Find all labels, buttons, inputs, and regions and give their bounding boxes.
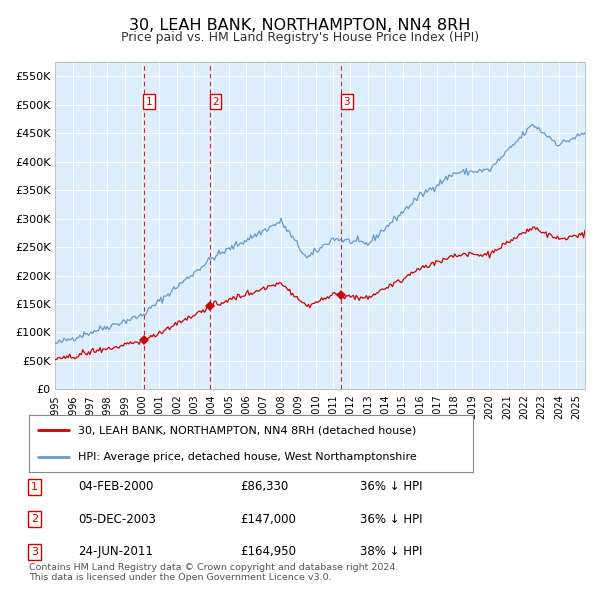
Text: 38% ↓ HPI: 38% ↓ HPI	[360, 545, 422, 558]
Text: 1: 1	[146, 97, 152, 107]
Text: 24-JUN-2011: 24-JUN-2011	[78, 545, 153, 558]
Text: 1: 1	[31, 482, 38, 491]
Text: 2: 2	[31, 514, 38, 524]
Text: 36% ↓ HPI: 36% ↓ HPI	[360, 480, 422, 493]
Text: 2: 2	[212, 97, 219, 107]
Text: 30, LEAH BANK, NORTHAMPTON, NN4 8RH (detached house): 30, LEAH BANK, NORTHAMPTON, NN4 8RH (det…	[77, 425, 416, 435]
Text: £147,000: £147,000	[240, 513, 296, 526]
Text: 3: 3	[344, 97, 350, 107]
Text: 05-DEC-2003: 05-DEC-2003	[78, 513, 156, 526]
Text: 04-FEB-2000: 04-FEB-2000	[78, 480, 154, 493]
Text: 30, LEAH BANK, NORTHAMPTON, NN4 8RH: 30, LEAH BANK, NORTHAMPTON, NN4 8RH	[130, 18, 470, 32]
Text: Price paid vs. HM Land Registry's House Price Index (HPI): Price paid vs. HM Land Registry's House …	[121, 31, 479, 44]
Text: HPI: Average price, detached house, West Northamptonshire: HPI: Average price, detached house, West…	[77, 451, 416, 461]
Text: £86,330: £86,330	[240, 480, 288, 493]
Text: Contains HM Land Registry data © Crown copyright and database right 2024.
This d: Contains HM Land Registry data © Crown c…	[29, 563, 398, 582]
Text: £164,950: £164,950	[240, 545, 296, 558]
Text: 3: 3	[31, 547, 38, 556]
Text: 36% ↓ HPI: 36% ↓ HPI	[360, 513, 422, 526]
